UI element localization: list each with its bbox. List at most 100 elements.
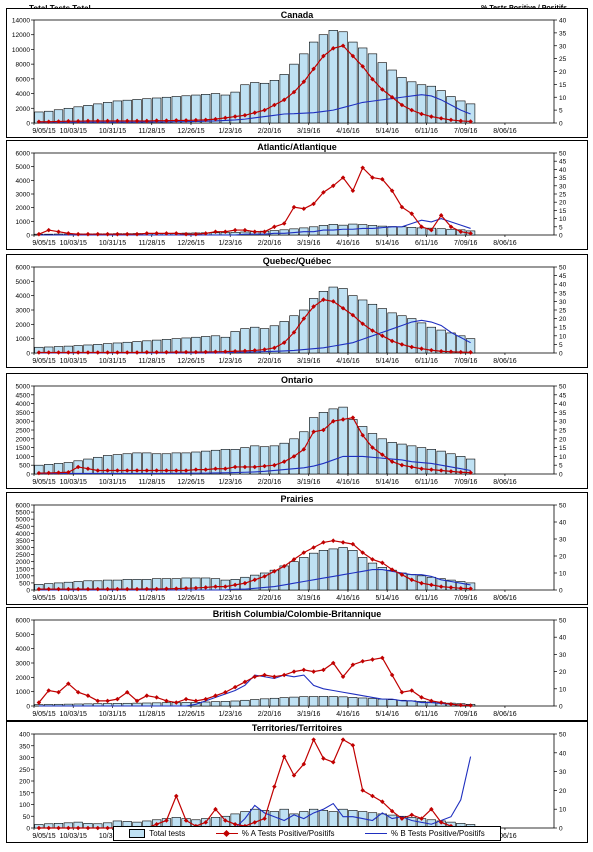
x-tick-label: 12/26/15	[177, 240, 204, 247]
flu-a-point	[56, 825, 61, 831]
flu-a-point	[438, 820, 444, 825]
flu-a-point	[66, 469, 71, 475]
left-tick-label: 350	[19, 743, 30, 750]
total-tests-bar	[220, 701, 230, 707]
flu-a-point	[262, 463, 267, 469]
flu-a-point	[124, 468, 130, 473]
flu-a-point	[311, 545, 316, 550]
total-tests-bar	[259, 698, 270, 707]
total-tests-bar	[426, 85, 436, 124]
x-tick-label: 10/31/15	[99, 240, 126, 247]
flu-a-point	[115, 231, 120, 237]
x-tick-label: 8/06/16	[493, 128, 516, 135]
total-tests-bar	[279, 229, 289, 236]
left-tick-label: 0	[26, 121, 30, 128]
x-tick-label: 9/05/15	[32, 358, 55, 365]
left-tick-label: 6000	[16, 76, 31, 83]
flu-a-point	[213, 116, 218, 122]
total-tests-bar	[407, 445, 417, 475]
total-tests-bar	[210, 701, 221, 707]
total-tests-bar	[377, 225, 387, 236]
flu-a-point	[468, 703, 473, 708]
x-tick-label: 12/26/15	[177, 711, 204, 718]
legend-label-flu-a: % A Tests Positive/Positifs	[241, 829, 335, 838]
right-tick-label: 0	[559, 351, 563, 358]
total-tests-bar	[397, 315, 407, 354]
total-tests-bar	[358, 697, 368, 707]
flu-a-point	[124, 350, 130, 355]
flu-a-point	[330, 759, 336, 765]
flu-a-point	[105, 231, 110, 237]
chart-title: Canada	[281, 10, 315, 20]
x-tick-label: 3/19/16	[297, 240, 320, 247]
total-tests-bar	[367, 225, 378, 236]
flu-a-point	[232, 227, 238, 233]
right-tick-label: 40	[559, 750, 567, 757]
x-tick-label: 5/14/16	[376, 358, 399, 365]
left-tick-label: 0	[26, 704, 30, 711]
total-tests-bar	[328, 408, 338, 475]
flu-a-point	[301, 447, 307, 452]
x-tick-label: 10/31/15	[99, 833, 126, 840]
flu-a-point	[85, 693, 91, 698]
total-tests-bar	[240, 447, 250, 475]
flu-a-point	[301, 761, 307, 767]
right-tick-label: 40	[559, 18, 567, 25]
left-tick-label: 150	[19, 790, 30, 797]
total-tests-bar	[338, 547, 348, 591]
right-tick-label: 50	[559, 384, 567, 391]
total-tests-bar	[348, 550, 358, 591]
left-tick-label: 4500	[16, 392, 31, 399]
x-tick-label: 11/28/15	[138, 595, 165, 602]
x-tick-label: 12/26/15	[177, 358, 204, 365]
chart-panel-3: Ontario 0 500 1000 1500 2000 2500 3000 3500 4000 4…	[6, 373, 588, 489]
flu-a-point	[448, 469, 454, 474]
x-tick-label: 9/05/15	[32, 240, 55, 247]
flu-a-point	[438, 349, 444, 354]
right-tick-label: 10	[559, 333, 567, 340]
left-tick-label: 2000	[16, 322, 31, 329]
total-tests-bar	[309, 417, 319, 475]
total-tests-bar	[367, 53, 378, 124]
total-tests-bar	[318, 550, 329, 591]
total-tests-bar	[416, 447, 427, 475]
right-tick-label: 30	[559, 769, 567, 776]
total-tests-bar	[348, 295, 358, 354]
total-tests-bar	[279, 565, 289, 591]
legend-label-total-tests: Total tests	[149, 829, 186, 838]
chart-title: Territories/Territoires	[252, 723, 342, 733]
x-tick-label: 8/06/16	[493, 711, 516, 718]
right-tick-label: 20	[559, 554, 567, 561]
flu-a-point	[281, 754, 287, 759]
total-tests-bar	[436, 450, 446, 475]
flu-a-point	[134, 468, 140, 473]
x-tick-label: 2/20/16	[258, 479, 281, 486]
total-tests-bar	[338, 696, 348, 707]
right-tick-label: 20	[559, 669, 567, 676]
right-tick-label: 30	[559, 43, 567, 50]
total-tests-bar	[338, 224, 348, 236]
total-tests-bar	[338, 406, 348, 475]
flu-a-point	[85, 825, 91, 831]
total-tests-bar	[328, 286, 338, 354]
x-tick-label: 5/14/16	[376, 595, 399, 602]
right-tick-label: 0	[559, 233, 563, 240]
total-tests-bar	[269, 325, 279, 354]
left-tick-label: 400	[19, 732, 30, 739]
x-tick-label: 11/28/15	[138, 711, 165, 718]
left-tick-label: 2000	[16, 436, 31, 443]
right-tick-label: 0	[559, 472, 563, 479]
flu-a-point	[66, 825, 71, 831]
x-tick-label: 10/31/15	[99, 358, 126, 365]
total-tests-bar	[338, 31, 348, 124]
total-tests-bar	[201, 701, 211, 707]
left-tick-label: 6000	[16, 618, 31, 625]
flu-a-point	[321, 540, 326, 545]
total-tests-bar	[407, 318, 417, 354]
flu-a-point	[105, 698, 110, 704]
flu-a-point	[291, 669, 297, 674]
left-tick-label: 12000	[12, 32, 30, 39]
right-tick-label: 20	[559, 69, 567, 76]
right-tick-label: 30	[559, 419, 567, 426]
plot-area	[33, 619, 555, 707]
